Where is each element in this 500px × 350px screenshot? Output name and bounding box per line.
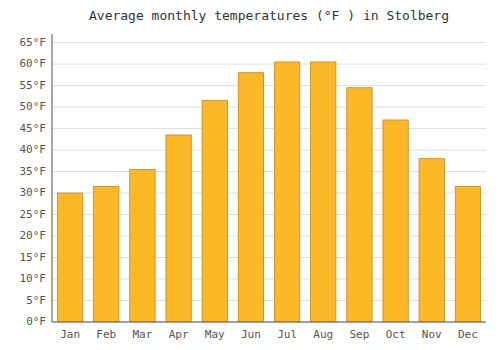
grid-line bbox=[52, 85, 486, 86]
y-tick-label: 0°F bbox=[26, 315, 46, 328]
x-tick-label: May bbox=[205, 328, 225, 341]
x-tick-label: Sep bbox=[349, 328, 369, 341]
x-tick-label: Jul bbox=[277, 328, 297, 341]
y-tick-label: 45°F bbox=[20, 122, 47, 135]
y-tick-label: 30°F bbox=[20, 186, 47, 199]
y-tick-label: 25°F bbox=[20, 208, 47, 221]
y-tick-label: 20°F bbox=[20, 229, 47, 242]
y-tick-label: 35°F bbox=[20, 165, 47, 178]
bar bbox=[311, 62, 336, 322]
bar bbox=[202, 101, 227, 322]
bar bbox=[383, 120, 408, 322]
bar bbox=[57, 193, 82, 322]
bar bbox=[347, 88, 372, 322]
chart-container: Average monthly temperatures (°F ) in St… bbox=[0, 0, 500, 350]
grid-line bbox=[52, 42, 486, 43]
x-tick-label: Aug bbox=[313, 328, 333, 341]
y-tick-label: 40°F bbox=[20, 143, 47, 156]
grid-line bbox=[52, 128, 486, 129]
x-tick-label: Apr bbox=[169, 328, 189, 341]
bar bbox=[419, 159, 444, 322]
x-tick-label: Jun bbox=[241, 328, 261, 341]
bar bbox=[238, 73, 263, 322]
grid-line bbox=[52, 150, 486, 151]
grid-line bbox=[52, 64, 486, 65]
grid-line bbox=[52, 322, 486, 323]
x-tick-label: Oct bbox=[386, 328, 406, 341]
x-tick-label: Dec bbox=[458, 328, 478, 341]
x-tick-label: Mar bbox=[132, 328, 152, 341]
x-tick-label: Nov bbox=[422, 328, 442, 341]
title: Average monthly temperatures (°F ) in St… bbox=[89, 8, 449, 23]
y-tick-label: 10°F bbox=[20, 272, 47, 285]
y-tick-label: 60°F bbox=[20, 57, 47, 70]
bar bbox=[274, 62, 299, 322]
chart: Average monthly temperatures (°F ) in St… bbox=[0, 0, 500, 350]
grid bbox=[52, 43, 486, 322]
bar bbox=[166, 135, 191, 322]
y-tick-label: 55°F bbox=[20, 79, 47, 92]
x-tick-label: Jan bbox=[60, 328, 80, 341]
y-tick-label: 50°F bbox=[20, 100, 47, 113]
bar bbox=[130, 169, 155, 322]
bars bbox=[57, 62, 480, 322]
y-axis-line bbox=[52, 34, 53, 322]
bar bbox=[455, 187, 480, 322]
x-axis-line bbox=[52, 322, 486, 323]
x-tick-label: Feb bbox=[96, 328, 116, 341]
bar bbox=[94, 187, 119, 322]
y-tick-label: 65°F bbox=[20, 36, 47, 49]
y-tick-label: 5°F bbox=[26, 294, 46, 307]
y-tick-label: 15°F bbox=[20, 251, 47, 264]
grid-line bbox=[52, 107, 486, 108]
